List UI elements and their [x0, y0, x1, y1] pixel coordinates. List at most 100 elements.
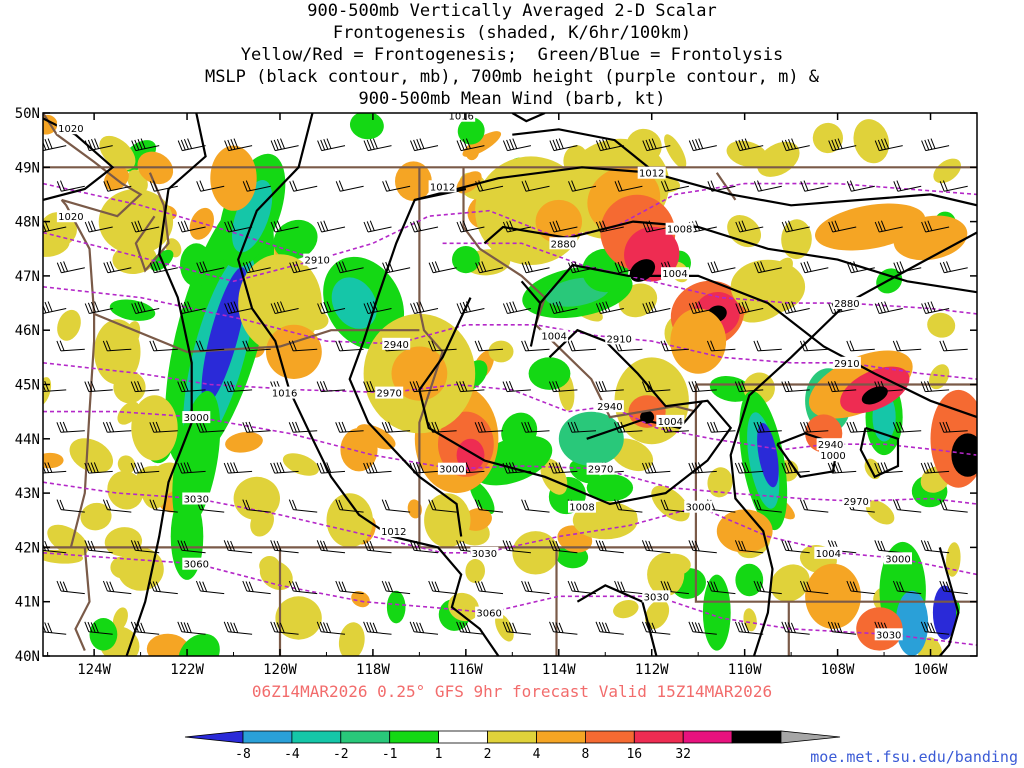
- wind-barb: [874, 381, 903, 393]
- wind-barb: [846, 340, 875, 352]
- wind-barb: [288, 499, 318, 513]
- mslp-contour: [511, 113, 546, 123]
- contour-label: 3060: [476, 609, 501, 620]
- wind-barb: [177, 381, 206, 393]
- wind-barb: [521, 180, 550, 192]
- wind-barb: [335, 340, 364, 352]
- contour-label-bg: [475, 606, 504, 619]
- contour-label: 2940: [597, 402, 622, 413]
- wind-barb: [224, 138, 253, 152]
- title-line-4: MSLP (black contour, mb), 700mb height (…: [204, 67, 820, 87]
- contour-label-bg: [642, 590, 671, 603]
- wind-barb: [893, 180, 922, 192]
- contour-label-bg: [637, 166, 666, 179]
- contour-label: 3000: [439, 465, 464, 476]
- wind-barb: [641, 540, 671, 554]
- wind-barb: [410, 138, 439, 152]
- wind-barb: [335, 499, 364, 513]
- state-border: [134, 172, 170, 273]
- contour-label: 1004: [658, 417, 683, 428]
- wind-barb: [595, 621, 624, 635]
- contour-label-bg: [874, 628, 903, 641]
- colorbar-segment: [438, 730, 488, 744]
- wind-barb: [131, 301, 160, 314]
- contour-label-bg: [375, 386, 404, 399]
- wind-barb: [614, 421, 643, 433]
- contour-label: 1016: [448, 112, 473, 123]
- wind-barb: [846, 180, 875, 192]
- wind-barb: [502, 301, 532, 314]
- wind-barb: [753, 580, 782, 595]
- frontogenesis-cell: [112, 607, 128, 631]
- wind-barb: [828, 220, 857, 233]
- frontogenesis-cell: [89, 618, 118, 651]
- wind-barb: [363, 621, 392, 635]
- wind-barb: [130, 381, 160, 393]
- lat-label: 45N: [15, 378, 40, 394]
- wind-barb: [102, 421, 132, 433]
- title-line-3: Yellow/Red = Frontogenesis; Green/Blue =…: [240, 45, 784, 65]
- contour-label-bg: [303, 253, 332, 266]
- wind-barb: [827, 462, 857, 474]
- wind-barb: [827, 621, 857, 635]
- forecast-caption: 06Z14MAR2026 0.25° GFS 9hr forecast Vali…: [251, 682, 773, 701]
- contour-label: 2940: [383, 340, 408, 351]
- wind-barb: [567, 340, 597, 352]
- axis-labels: 50N 49N 48N 47N 46N 45N 44N 43N 42N 41N 40N 124W 122…: [15, 106, 948, 678]
- wind-barb: [149, 180, 178, 192]
- wind-barb: [242, 580, 271, 595]
- contour-label: 1012: [639, 169, 664, 180]
- wind-barb: [428, 421, 457, 433]
- contour-label: 1000: [820, 451, 845, 462]
- colorbar-label: -8: [235, 747, 251, 762]
- contour-label: 3000: [685, 503, 710, 514]
- wind-barb: [706, 340, 736, 352]
- frontogenesis-cell: [386, 590, 406, 624]
- frontogenesis-cell: [469, 480, 495, 515]
- credit-link[interactable]: moe.met.fsu.edu/banding: [810, 748, 1018, 766]
- contour-label-bg: [816, 438, 845, 451]
- state-border: [60, 199, 96, 548]
- contour-label: 3000: [885, 554, 910, 565]
- wind-barb: [549, 138, 578, 152]
- wind-barb: [474, 499, 504, 513]
- frontogenesis-cell: [647, 552, 685, 597]
- lat-label: 47N: [15, 269, 40, 285]
- colorbar-segment: [242, 730, 293, 744]
- wind-barb: [706, 421, 736, 433]
- wind-barb: [102, 340, 132, 352]
- lon-label: 122W: [170, 662, 204, 678]
- wind-barb: [781, 381, 810, 393]
- contour-labels: 1020 1020 1016 1012 1012 1008 1004 1004 1016 1012…: [56, 109, 912, 641]
- mslp-contour: [859, 426, 900, 479]
- wind-barb: [363, 138, 392, 152]
- wind-barb: [316, 381, 346, 393]
- wind-barb: [224, 220, 253, 233]
- frontogenesis-cell: [47, 524, 89, 557]
- wind-barb: [688, 462, 717, 474]
- wind-barb: [196, 180, 225, 192]
- wind-barb: [595, 381, 624, 393]
- wind-barb: [456, 301, 485, 314]
- wind-barb: [920, 540, 950, 554]
- lon-label: 114W: [542, 662, 576, 678]
- wind-barb: [56, 499, 85, 513]
- lat-label: 50N: [15, 106, 40, 122]
- mslp-contour: [512, 128, 653, 171]
- wind-barb: [568, 180, 597, 192]
- wind-barb: [548, 462, 578, 474]
- frontogenesis-cell: [805, 563, 861, 629]
- state-border: [418, 167, 444, 548]
- wind-barb: [735, 220, 764, 233]
- wind-barb: [642, 138, 671, 152]
- frontogenesis-cell: [43, 114, 58, 135]
- frontogenesis-cell: [201, 267, 247, 404]
- frontogenesis-cell: [645, 599, 670, 630]
- colorbar-label: 1: [435, 747, 443, 762]
- frontogenesis-cell: [80, 502, 112, 531]
- wind-barb: [642, 301, 671, 314]
- wind-barb: [549, 540, 578, 554]
- wind-barb: [56, 180, 85, 192]
- frontogenesis-cell: [452, 246, 480, 274]
- colorbar-high-arrow: [780, 730, 841, 744]
